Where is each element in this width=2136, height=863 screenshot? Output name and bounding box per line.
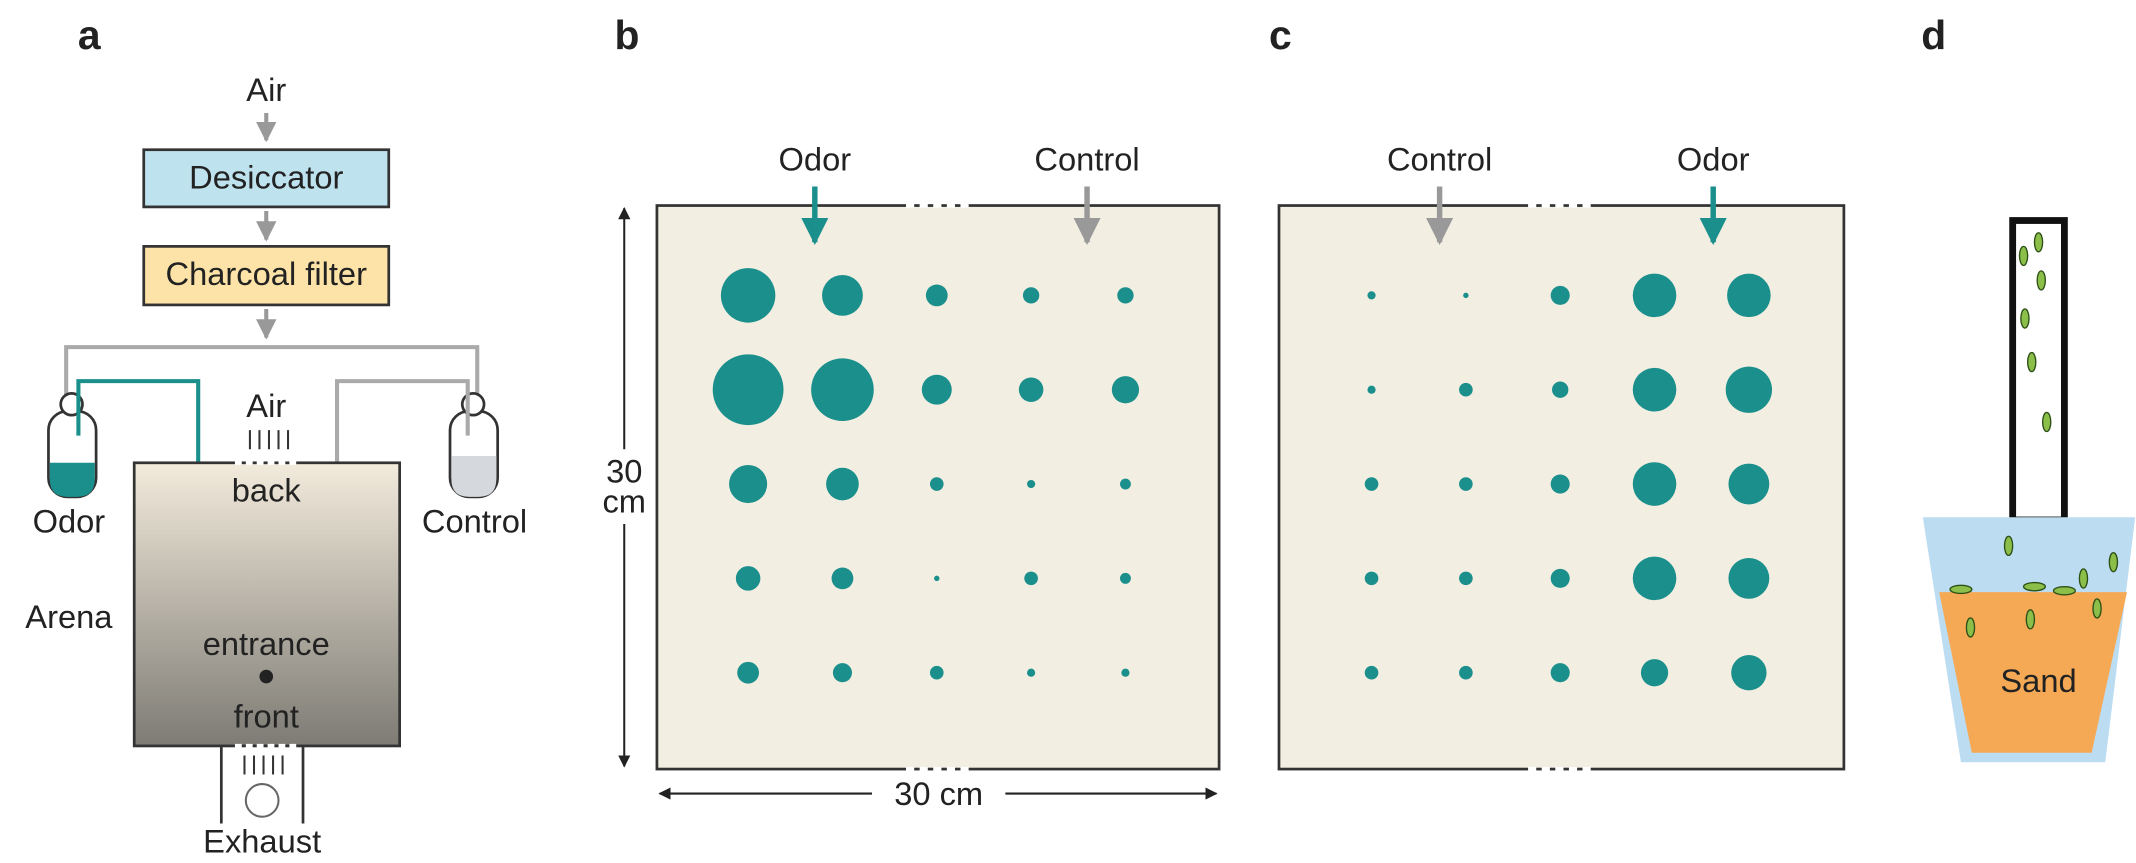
dot [811, 358, 874, 421]
dot [926, 284, 948, 306]
airflow [250, 430, 288, 449]
label: cm [602, 482, 646, 519]
dot [832, 567, 854, 589]
figure: a Air Desiccator Charcoal filter Odor Co… [0, 0, 2136, 863]
dot [1027, 669, 1035, 677]
label: Control [1387, 141, 1492, 178]
dot [1365, 477, 1379, 491]
panel-b: b Odor Control 30 cm 30 cm [602, 12, 1219, 812]
dot [1633, 274, 1677, 318]
label: Exhaust [203, 823, 321, 860]
dot [1731, 655, 1766, 690]
dot [1641, 659, 1668, 686]
dot [713, 354, 784, 425]
label: Sand [2000, 662, 2076, 699]
panel-label: d [1921, 12, 1946, 58]
dot [930, 477, 944, 491]
label: Desiccator [189, 158, 343, 195]
label: entrance [203, 625, 330, 662]
dot [1633, 368, 1677, 412]
dot [1727, 274, 1771, 318]
fan [246, 784, 279, 817]
dot [721, 268, 775, 322]
dot [737, 662, 759, 684]
label: Odor [33, 503, 106, 540]
label: Odor [779, 141, 852, 178]
control-liquid [451, 456, 496, 497]
dot [1367, 291, 1375, 299]
bottle-neck [462, 393, 484, 415]
label: Air [246, 71, 286, 108]
dot [1551, 475, 1570, 494]
dot [1728, 558, 1769, 599]
panel-label: a [78, 12, 101, 58]
dot [1120, 573, 1131, 584]
dot [1365, 572, 1379, 586]
dot [1633, 462, 1677, 506]
dot [1459, 572, 1473, 586]
dot [729, 465, 767, 503]
dot [826, 468, 859, 501]
panel-label: c [1269, 12, 1292, 58]
dot [1120, 479, 1131, 490]
panel-d: d Sand [1921, 12, 2135, 762]
tube [2013, 221, 2065, 520]
label: 30 cm [894, 775, 983, 812]
dot [1633, 557, 1677, 601]
dot [934, 576, 939, 581]
label: front [234, 697, 299, 734]
dot [1019, 377, 1044, 402]
dot [736, 566, 761, 591]
dot [1121, 669, 1129, 677]
dot [1027, 480, 1035, 488]
airflow [244, 755, 282, 774]
dot [1367, 386, 1375, 394]
dot [1459, 383, 1473, 397]
dot [1459, 477, 1473, 491]
dot [1551, 286, 1570, 305]
dot [833, 663, 852, 682]
dot [922, 375, 952, 405]
dot [1112, 376, 1139, 403]
dot [930, 666, 944, 680]
panel-a: a Air Desiccator Charcoal filter Odor Co… [25, 12, 527, 860]
dot [1365, 666, 1379, 680]
dot [1117, 287, 1133, 303]
dot [1551, 663, 1570, 682]
label: Odor [1677, 141, 1750, 178]
dot [822, 275, 863, 316]
dot [1459, 666, 1473, 680]
dot [1728, 464, 1769, 505]
entrance-dot [259, 670, 273, 684]
dot [1726, 367, 1772, 413]
panel-c: c Control Odor [1269, 12, 1844, 769]
label: Control [1034, 141, 1139, 178]
dot [1023, 287, 1039, 303]
dot [1552, 382, 1568, 398]
odor-liquid [50, 463, 95, 497]
label: Arena [25, 598, 113, 635]
label: Control [422, 503, 527, 540]
dot [1024, 572, 1038, 586]
panel-label: b [614, 12, 639, 58]
label: back [232, 471, 302, 508]
dot [1551, 569, 1570, 588]
dot [1463, 293, 1468, 298]
label: Air [246, 387, 286, 424]
label: Charcoal filter [166, 255, 368, 292]
